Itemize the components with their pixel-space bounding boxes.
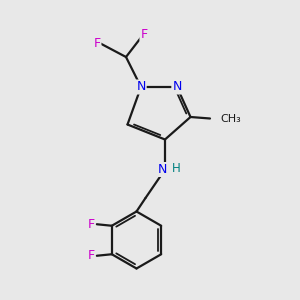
Text: H: H — [172, 162, 181, 176]
Text: N: N — [158, 163, 167, 176]
Text: N: N — [172, 80, 182, 94]
Text: F: F — [140, 28, 148, 41]
Text: N: N — [136, 80, 146, 94]
Text: F: F — [87, 218, 94, 231]
Text: CH₃: CH₃ — [220, 113, 241, 124]
Text: F: F — [93, 37, 100, 50]
Text: F: F — [87, 249, 94, 262]
